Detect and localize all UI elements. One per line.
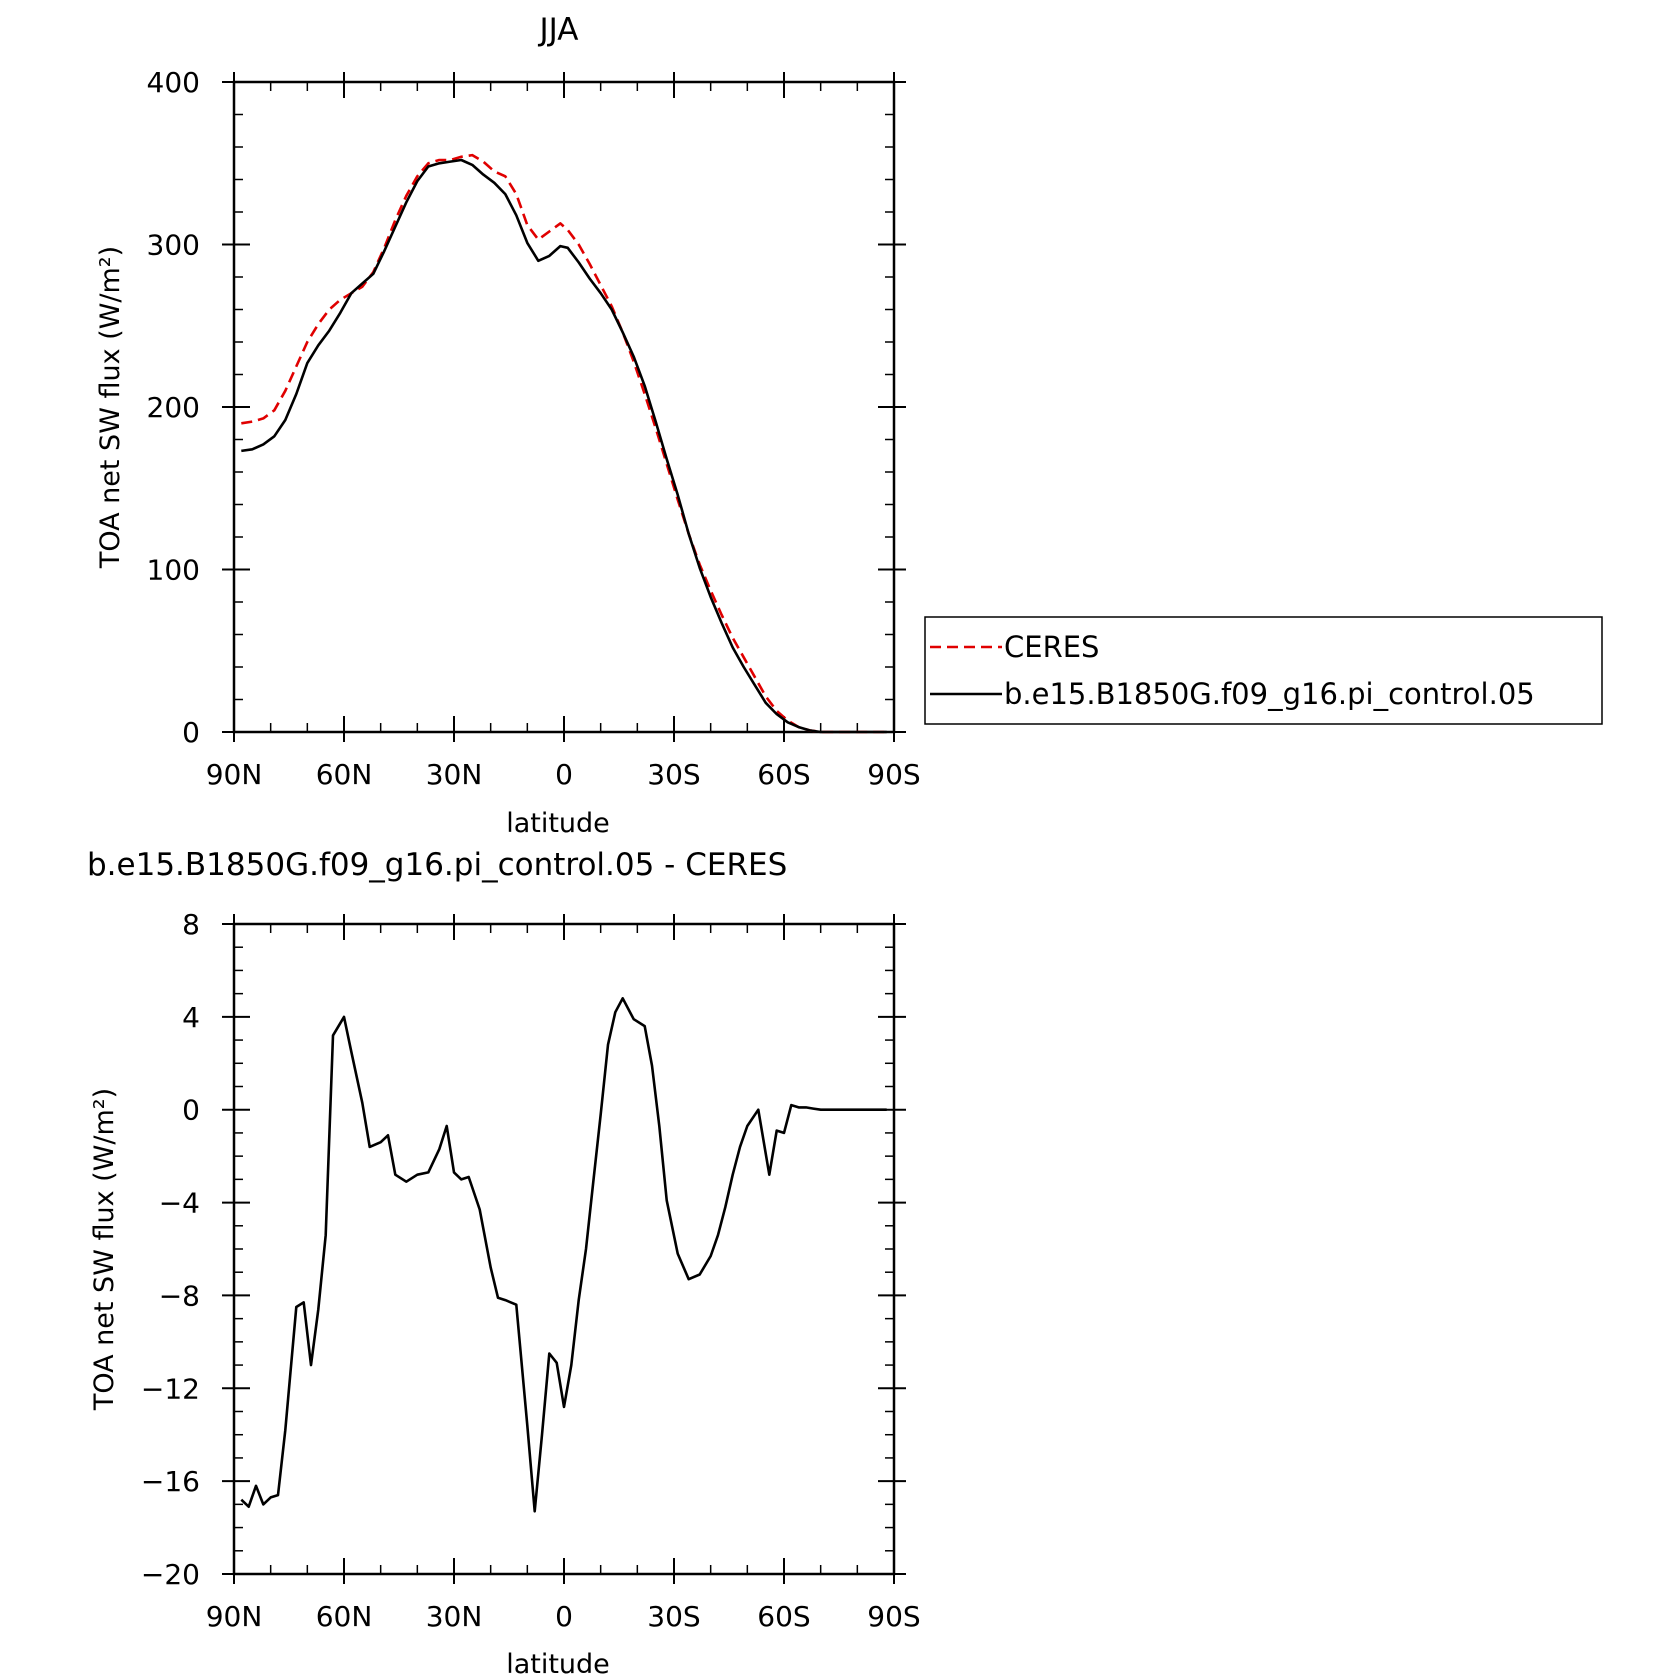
top-tick-marks bbox=[222, 72, 906, 742]
top-y-tick-label: 200 bbox=[147, 391, 200, 424]
legend-label-ceres: CERES bbox=[1004, 630, 1099, 664]
bottom-x-tick-label: 60N bbox=[316, 1600, 373, 1633]
top-y-tick-label: 0 bbox=[182, 716, 200, 749]
bottom-x-tick-label: 0 bbox=[555, 1600, 573, 1633]
top-series-line-1 bbox=[241, 158, 887, 734]
top-x-axis-label: latitude bbox=[506, 808, 610, 839]
panel-bottom: b.e15.B1850G.f09_g16.pi_control.05 - CER… bbox=[87, 847, 921, 1680]
top-x-tick-label: 60S bbox=[757, 758, 810, 791]
panel-top: JJA 90N 60N 30N 0 30S 60S 90S 0 100 200 300 400 lat… bbox=[95, 12, 1603, 839]
bottom-y-axis-label: TOA net SW flux (W/m²) bbox=[89, 1088, 120, 1411]
top-x-tick-label: 0 bbox=[555, 758, 573, 791]
bottom-x-tick-label: 30N bbox=[426, 1600, 483, 1633]
top-y-tick-label: 300 bbox=[147, 229, 200, 262]
bottom-x-tick-label: 30S bbox=[647, 1600, 700, 1633]
bottom-plot-frame bbox=[232, 922, 896, 1576]
legend-box bbox=[924, 616, 1603, 725]
top-series-line-0 bbox=[241, 153, 887, 734]
bottom-y-tick-label: 8 bbox=[182, 908, 200, 941]
bottom-tick-marks bbox=[222, 914, 906, 1584]
bottom-y-tick-label: 0 bbox=[182, 1094, 200, 1127]
bottom-x-tick-label: 90S bbox=[867, 1600, 920, 1633]
top-x-tick-label: 30S bbox=[647, 758, 700, 791]
top-y-tick-label: 400 bbox=[147, 66, 200, 99]
bottom-y-tick-label: −20 bbox=[141, 1558, 200, 1591]
bottom-y-tick-label: −12 bbox=[141, 1372, 200, 1405]
top-series-lines bbox=[241, 153, 887, 734]
top-y-axis-label: TOA net SW flux (W/m²) bbox=[95, 246, 126, 569]
bottom-y-tick-label: −8 bbox=[159, 1279, 200, 1312]
legend-label-model: b.e15.B1850G.f09_g16.pi_control.05 bbox=[1004, 677, 1535, 711]
top-legend: CERES b.e15.B1850G.f09_g16.pi_control.05 bbox=[924, 616, 1603, 725]
bottom-tick-labels: 90N 60N 30N 0 30S 60S 90S −20 −16 −12 −8 −4 0 4 8 bbox=[141, 908, 921, 1633]
bottom-y-tick-label: 4 bbox=[182, 1001, 200, 1034]
bottom-y-tick-label: −16 bbox=[141, 1465, 200, 1498]
top-x-tick-label: 90S bbox=[867, 758, 920, 791]
top-x-tick-label: 60N bbox=[316, 758, 373, 791]
top-x-tick-label: 30N bbox=[426, 758, 483, 791]
top-panel-title: JJA bbox=[538, 12, 579, 48]
bottom-x-axis-label: latitude bbox=[506, 1649, 610, 1680]
bottom-y-tick-label: −4 bbox=[159, 1187, 200, 1220]
bottom-x-tick-label: 60S bbox=[757, 1600, 810, 1633]
bottom-panel-title: b.e15.B1850G.f09_g16.pi_control.05 - CER… bbox=[87, 847, 787, 883]
top-y-tick-label: 100 bbox=[147, 554, 200, 587]
top-x-tick-label: 90N bbox=[206, 758, 263, 791]
top-plot-frame bbox=[232, 80, 896, 734]
bottom-series-lines bbox=[240, 996, 887, 1513]
top-tick-labels: 90N 60N 30N 0 30S 60S 90S 0 100 200 300 400 bbox=[147, 66, 921, 791]
bottom-x-tick-label: 90N bbox=[206, 1600, 263, 1633]
bottom-series-line-0 bbox=[240, 996, 887, 1513]
